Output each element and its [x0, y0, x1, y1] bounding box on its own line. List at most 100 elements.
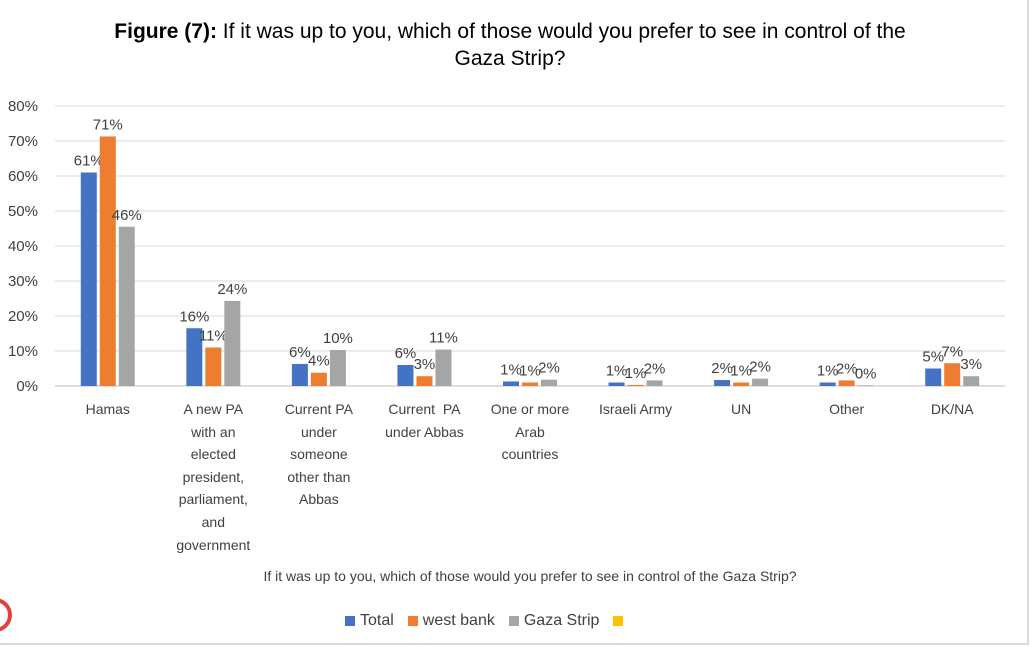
- bar-gaza-strip: [118, 226, 135, 386]
- data-label: 11%: [199, 328, 228, 345]
- bar-west-bank: [310, 372, 327, 386]
- x-tick-label-line: Current PA: [388, 401, 461, 417]
- chart-title-text: If it was up to you, which of those woul…: [216, 20, 906, 70]
- x-tick-label: DK/NA: [902, 398, 1002, 421]
- data-label: 10%: [323, 330, 353, 347]
- legend-label: west bank: [422, 612, 495, 629]
- bar-gaza-strip: [963, 376, 980, 386]
- data-label: 46%: [112, 207, 142, 224]
- data-label: 1%: [519, 363, 541, 380]
- y-tick-label: 20%: [8, 308, 38, 325]
- x-tick-label: Current PA under Abbas: [374, 398, 474, 443]
- data-label: 24%: [217, 281, 247, 298]
- x-tick-label-line: Israeli Army: [598, 401, 673, 417]
- bar-west-bank: [944, 363, 961, 386]
- x-tick-label-line: someone: [290, 446, 348, 463]
- data-label: 2%: [711, 360, 733, 377]
- x-tick-label-line: Abbas: [299, 491, 339, 508]
- x-tick-label-line: elected: [190, 446, 236, 463]
- data-label: 1%: [606, 363, 628, 380]
- data-label: 0%: [855, 365, 877, 382]
- bar-gaza-strip: [857, 385, 874, 386]
- data-label: 3%: [960, 356, 982, 373]
- x-tick-label-line: DK/NA: [930, 401, 974, 417]
- x-tick-label: Other: [797, 398, 897, 421]
- x-axis-title: If it was up to you, which of those woul…: [263, 568, 797, 584]
- bar-total: [819, 382, 836, 386]
- x-tick-label-line: Arab: [515, 423, 545, 440]
- y-tick-label: 0%: [16, 378, 38, 395]
- y-tick-label: 80%: [8, 98, 38, 115]
- legend-item: Gaza Strip: [508, 612, 599, 630]
- data-label: 5%: [922, 349, 944, 366]
- x-tick-label-line: government: [176, 536, 251, 553]
- x-tick-label-line: One or more: [490, 401, 570, 417]
- data-label: 2%: [749, 359, 771, 376]
- data-label: 1%: [730, 363, 752, 380]
- bar-total: [397, 365, 414, 386]
- data-label: 2%: [538, 360, 560, 377]
- chart-title-figure-number: Figure (7):: [114, 20, 217, 43]
- bar-total: [503, 381, 519, 386]
- bar-total: [186, 328, 203, 386]
- x-tick-label: Current PA under someone other than Abbas: [269, 398, 369, 511]
- bar-west-bank: [627, 384, 644, 386]
- bar-total: [714, 380, 731, 386]
- x-tick-label-line: and: [201, 513, 225, 530]
- x-tick-label-line: under Abbas: [385, 423, 464, 440]
- x-tick-label-line: A new PA: [183, 401, 244, 417]
- data-label: 61%: [74, 153, 104, 170]
- chart-title: Figure (7): If it was up to you, which o…: [90, 18, 930, 72]
- x-tick-label-line: with an: [191, 423, 236, 440]
- legend-item: Total: [345, 612, 394, 630]
- x-tick-label-line: parliament,: [178, 491, 248, 508]
- bar-west-bank: [838, 380, 855, 386]
- bar-gaza-strip: [435, 349, 452, 386]
- x-tick-label-line: UN: [730, 401, 752, 417]
- y-tick-label: 70%: [8, 133, 38, 150]
- data-label: 3%: [414, 356, 436, 373]
- data-label: 1%: [500, 361, 522, 378]
- data-label: 1%: [817, 363, 839, 380]
- bar-gaza-strip: [329, 349, 346, 386]
- x-tick-label: UN: [691, 398, 791, 421]
- x-tick-label-line: under: [300, 423, 337, 440]
- x-tick-label-line: Current PA: [284, 401, 353, 417]
- data-label: 7%: [941, 343, 963, 360]
- y-tick-label: 40%: [8, 238, 38, 255]
- x-tick-label-line: countries: [501, 446, 559, 463]
- bar-total: [608, 382, 625, 386]
- y-tick-label: 60%: [8, 168, 38, 185]
- x-tick-label-line: other than: [287, 468, 351, 485]
- data-label: 4%: [308, 353, 330, 370]
- y-tick-label: 30%: [8, 273, 38, 290]
- legend-item: [613, 616, 628, 626]
- legend-swatch: [613, 616, 624, 626]
- legend-swatch: [407, 616, 418, 626]
- legend: Total west bank Gaza Strip: [345, 612, 642, 630]
- bar-west-bank: [733, 382, 750, 386]
- legend-item: west bank: [407, 612, 495, 630]
- data-label: 6%: [289, 344, 311, 361]
- x-tick-label-line: Hamas: [85, 401, 130, 417]
- y-tick-label: 10%: [8, 343, 38, 360]
- x-tick-label-line: Other: [829, 401, 865, 417]
- data-label: 71%: [93, 116, 123, 133]
- bar-total: [925, 368, 942, 386]
- data-label: 16%: [179, 308, 209, 325]
- legend-swatch: [345, 616, 355, 626]
- data-label: 6%: [395, 345, 417, 362]
- bar-gaza-strip: [752, 378, 769, 386]
- data-label: 2%: [836, 360, 858, 377]
- x-tick-label: A new PA with an elected president, parliame…: [163, 398, 263, 556]
- data-label: 1%: [625, 365, 647, 382]
- bar-total: [80, 172, 97, 386]
- bar-gaza-strip: [224, 300, 241, 386]
- x-tick-label: Hamas: [58, 398, 158, 421]
- x-tick-label: One or more Arab countries: [480, 398, 580, 466]
- bar-gaza-strip: [541, 379, 557, 386]
- data-label: 11%: [429, 330, 458, 347]
- bar-west-bank: [416, 376, 433, 386]
- bar-west-bank: [522, 382, 538, 386]
